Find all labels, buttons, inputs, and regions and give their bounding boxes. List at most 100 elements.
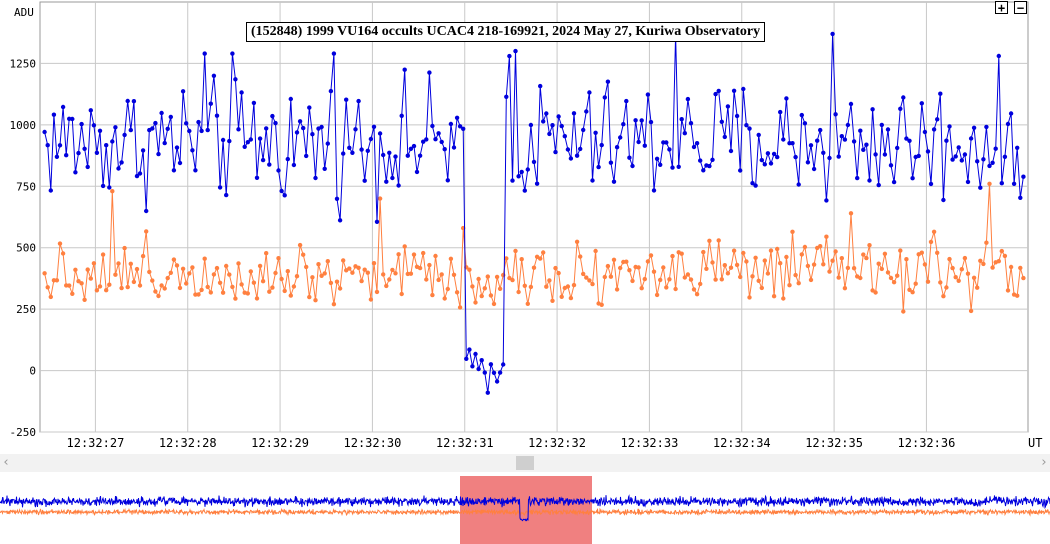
data-point xyxy=(421,139,426,144)
data-point xyxy=(350,150,355,155)
scroll-left-arrow-icon[interactable]: ‹ xyxy=(3,455,9,470)
data-point xyxy=(818,244,823,249)
data-point xyxy=(116,261,121,266)
data-point xyxy=(913,281,918,286)
data-point xyxy=(156,151,161,157)
data-point xyxy=(159,283,164,288)
data-point xyxy=(559,123,564,129)
data-point xyxy=(322,271,327,276)
data-point xyxy=(956,278,961,283)
data-point xyxy=(679,117,684,122)
data-point xyxy=(710,157,715,162)
data-point xyxy=(614,145,620,150)
data-point xyxy=(565,147,571,152)
data-point xyxy=(150,126,155,131)
data-point xyxy=(636,139,641,145)
data-point xyxy=(273,120,278,126)
data-point xyxy=(119,285,124,291)
data-point xyxy=(110,189,115,194)
data-point xyxy=(365,270,370,275)
data-point xyxy=(725,104,731,109)
data-point xyxy=(331,302,337,307)
data-point xyxy=(371,261,377,266)
y-tick-label: 1000 xyxy=(10,119,37,132)
zoom-in-button[interactable]: + xyxy=(995,1,1008,14)
data-point xyxy=(184,121,189,126)
data-point xyxy=(562,134,567,139)
time-scrollbar[interactable]: ‹ › xyxy=(0,454,1050,472)
data-point xyxy=(497,286,503,291)
data-point xyxy=(110,139,115,144)
data-point xyxy=(544,284,549,289)
data-point xyxy=(528,284,534,290)
data-point xyxy=(377,131,383,136)
data-point xyxy=(707,238,712,243)
data-point xyxy=(399,113,404,119)
data-point xyxy=(319,273,324,278)
data-point xyxy=(544,111,549,116)
data-point xyxy=(248,269,253,274)
data-point xyxy=(491,370,497,375)
data-point xyxy=(971,125,977,130)
data-point xyxy=(950,157,955,162)
data-point xyxy=(473,300,478,305)
series-group xyxy=(42,31,1026,395)
data-point xyxy=(513,248,518,254)
scroll-right-arrow-icon[interactable]: › xyxy=(1041,455,1047,470)
data-point xyxy=(147,269,152,275)
data-point xyxy=(793,272,798,278)
scrollbar-thumb[interactable] xyxy=(516,456,534,470)
data-point xyxy=(88,276,94,281)
data-point xyxy=(504,94,509,100)
data-point xyxy=(996,53,1001,59)
data-point xyxy=(901,95,906,100)
data-point xyxy=(833,112,838,117)
data-point xyxy=(239,282,244,287)
data-point xyxy=(550,298,555,303)
data-point xyxy=(205,284,210,290)
data-point xyxy=(177,160,183,166)
data-point xyxy=(676,164,681,169)
data-point xyxy=(285,269,290,274)
data-point xyxy=(162,140,167,146)
occultation-light-curve-chart[interactable]: -250 0 250 500 750 1000 1250 12:32:27 12:32:28 12… xyxy=(0,0,1050,454)
data-point xyxy=(642,276,647,282)
data-point xyxy=(257,263,263,269)
data-point xyxy=(297,242,303,248)
zoom-out-button[interactable]: − xyxy=(1014,1,1027,14)
data-point xyxy=(956,145,961,150)
data-point xyxy=(193,168,198,173)
x-tick-label: 12:32:35 xyxy=(805,436,863,450)
data-point xyxy=(851,266,857,271)
data-point xyxy=(664,140,669,145)
y-tick-label: 1250 xyxy=(10,57,37,70)
data-point xyxy=(184,281,189,286)
data-point xyxy=(301,125,306,131)
data-point xyxy=(953,275,958,280)
data-point xyxy=(310,275,315,280)
overview-navigator[interactable] xyxy=(0,472,1050,544)
data-point xyxy=(390,175,395,181)
data-point xyxy=(768,248,774,253)
data-point xyxy=(334,196,340,201)
data-point xyxy=(1005,121,1011,127)
data-point xyxy=(279,276,284,282)
data-point xyxy=(405,153,410,158)
data-point xyxy=(371,124,377,129)
data-point xyxy=(873,290,878,295)
data-point xyxy=(451,272,457,277)
data-point xyxy=(461,126,466,131)
data-point xyxy=(384,283,389,289)
data-point xyxy=(996,259,1001,264)
data-point xyxy=(578,254,583,259)
data-point xyxy=(981,157,986,162)
data-point xyxy=(753,183,758,188)
data-point xyxy=(541,250,546,255)
data-point xyxy=(935,117,940,122)
data-point xyxy=(374,219,380,224)
data-point xyxy=(590,281,595,287)
data-point xyxy=(710,260,715,265)
data-point xyxy=(1015,145,1020,150)
data-point xyxy=(584,275,589,280)
overview-selection-window xyxy=(460,476,592,544)
